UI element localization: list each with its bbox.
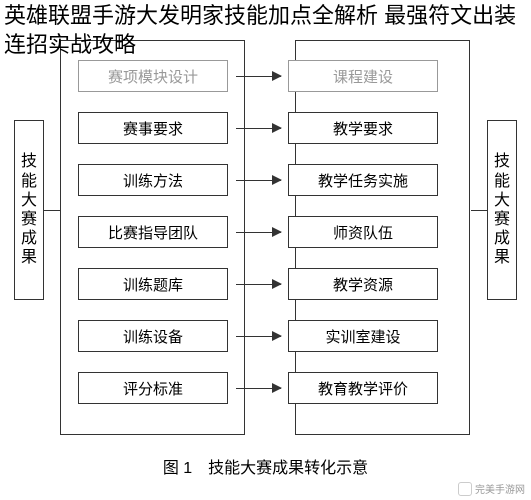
mapping-row: 训练方法 教学任务实施 xyxy=(78,164,458,196)
right-side-box: 技能大赛成果 xyxy=(487,120,517,300)
mapping-row: 赛事要求 教学要求 xyxy=(78,112,458,144)
right-cell: 课程建设 xyxy=(288,60,438,92)
arrow xyxy=(228,60,288,92)
right-cell: 教育教学评价 xyxy=(288,372,438,404)
left-cell: 训练题库 xyxy=(78,268,228,300)
right-cell: 师资队伍 xyxy=(288,216,438,248)
arrow xyxy=(228,164,288,196)
mapping-row: 训练设备 实训室建设 xyxy=(78,320,458,352)
arrow xyxy=(228,320,288,352)
arrow xyxy=(228,372,288,404)
watermark-logo-icon xyxy=(458,482,472,496)
mapping-row: 训练题库 教学资源 xyxy=(78,268,458,300)
right-connector xyxy=(471,210,487,211)
right-side-label: 技能大赛成果 xyxy=(490,152,514,267)
left-cell: 评分标准 xyxy=(78,372,228,404)
right-cell: 实训室建设 xyxy=(288,320,438,352)
watermark: 完美手游网 xyxy=(458,481,525,496)
left-cell: 赛项模块设计 xyxy=(78,60,228,92)
figure-caption: 图 1 技能大赛成果转化示意 xyxy=(0,454,531,478)
left-cell: 训练设备 xyxy=(78,320,228,352)
left-cell: 比赛指导团队 xyxy=(78,216,228,248)
diagram-container: 技能大赛成果 技能大赛成果 赛项模块设计 课程建设 赛事要求 教学要求 训练方法… xyxy=(0,40,531,460)
left-cell: 训练方法 xyxy=(78,164,228,196)
mapping-row: 比赛指导团队 师资队伍 xyxy=(78,216,458,248)
arrow xyxy=(228,112,288,144)
mapping-row: 赛项模块设计 课程建设 xyxy=(78,60,458,92)
left-side-label: 技能大赛成果 xyxy=(17,152,41,267)
mapping-row: 评分标准 教育教学评价 xyxy=(78,372,458,404)
right-cell: 教学资源 xyxy=(288,268,438,300)
left-connector xyxy=(44,210,60,211)
arrow xyxy=(228,268,288,300)
left-cell: 赛事要求 xyxy=(78,112,228,144)
watermark-text: 完美手游网 xyxy=(475,481,525,496)
right-cell: 教学要求 xyxy=(288,112,438,144)
page-title-overlay: 英雄联盟手游大发明家技能加点全解析 最强符文出装连招实战攻略 xyxy=(0,0,531,61)
left-side-box: 技能大赛成果 xyxy=(14,120,44,300)
right-cell: 教学任务实施 xyxy=(288,164,438,196)
arrow xyxy=(228,216,288,248)
